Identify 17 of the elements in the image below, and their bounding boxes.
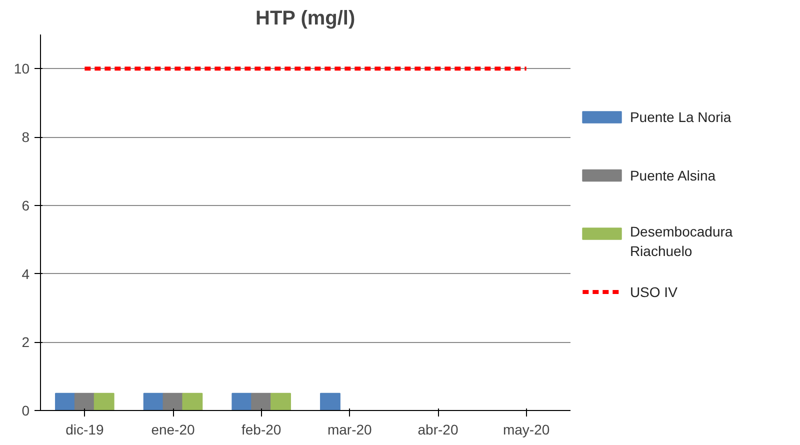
legend-label: Puente Alsina bbox=[630, 168, 716, 184]
x-tick-label: abr-20 bbox=[418, 422, 458, 438]
x-tick-label: dic-19 bbox=[66, 422, 104, 438]
legend-label: USO IV bbox=[630, 284, 678, 300]
y-tick-label: 0 bbox=[22, 402, 30, 418]
x-tick-label: mar-20 bbox=[327, 422, 372, 438]
y-tick-label: 8 bbox=[22, 129, 30, 146]
y-tick-label: 6 bbox=[22, 197, 30, 214]
x-tick-label: ene-20 bbox=[151, 422, 196, 438]
x-tick-label: feb-20 bbox=[241, 422, 282, 438]
chart-title: HTP (mg/l) bbox=[256, 8, 356, 30]
y-tick-label: 10 bbox=[14, 60, 30, 77]
y-tick-label: 4 bbox=[22, 266, 30, 282]
legend-label: Puente La Noria bbox=[630, 109, 732, 126]
x-tick-label: may-20 bbox=[502, 422, 550, 438]
y-tick-label: 2 bbox=[22, 334, 30, 350]
legend-label: Desembocadura Riachuelo bbox=[630, 224, 733, 259]
